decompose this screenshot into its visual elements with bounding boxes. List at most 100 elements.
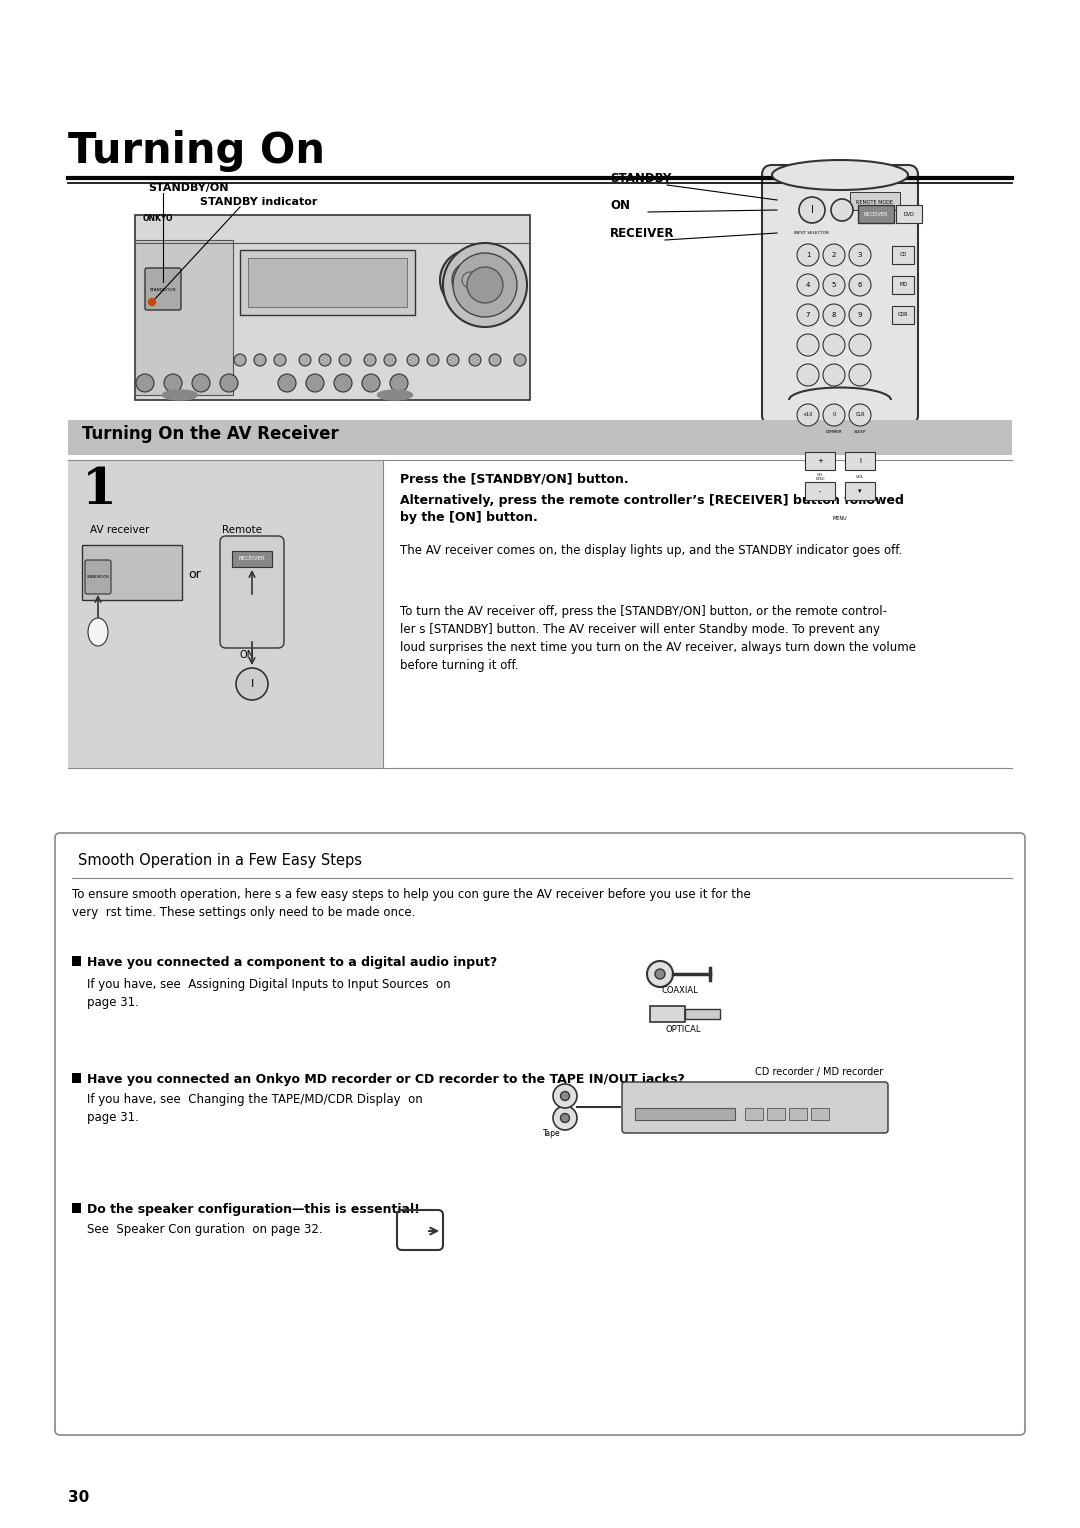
Bar [68, 420, 1012, 455]
Bar [892, 306, 914, 324]
Bar [858, 205, 894, 223]
Text: OPTICAL: OPTICAL [665, 1025, 701, 1034]
Text: I: I [811, 205, 813, 215]
Text: 4: 4 [806, 283, 810, 287]
Text: STANDBY/ON: STANDBY/ON [86, 575, 109, 579]
Circle shape [149, 298, 156, 306]
Bar [745, 1108, 762, 1120]
Text: To ensure smooth operation, here s a few easy steps to help you con gure the AV : To ensure smooth operation, here s a few… [72, 888, 751, 918]
Circle shape [164, 374, 183, 393]
Circle shape [849, 364, 870, 387]
Circle shape [462, 272, 478, 287]
Circle shape [797, 364, 819, 387]
Circle shape [797, 274, 819, 296]
Bar [845, 452, 875, 471]
Circle shape [823, 335, 845, 356]
Circle shape [440, 251, 500, 310]
Text: MENU: MENU [833, 516, 848, 521]
Text: 6: 6 [858, 283, 862, 287]
Bar [845, 481, 875, 500]
Text: ON: ON [610, 199, 630, 212]
Bar [248, 258, 407, 307]
Text: or: or [188, 568, 201, 581]
Text: 3: 3 [858, 252, 862, 258]
Bar [68, 460, 383, 769]
Circle shape [339, 354, 351, 367]
Text: STANDBY/ON: STANDBY/ON [148, 183, 229, 193]
Circle shape [390, 374, 408, 393]
Text: i: i [859, 458, 861, 465]
Text: +: + [818, 458, 823, 465]
FancyBboxPatch shape [220, 536, 284, 648]
Text: 30: 30 [68, 1490, 90, 1505]
Circle shape [220, 374, 238, 393]
Text: INPUT SELECTOR: INPUT SELECTOR [795, 231, 829, 235]
Text: If you have, see  Assigning Digital Inputs to Input Sources  on
page 31.: If you have, see Assigning Digital Input… [87, 978, 450, 1008]
Circle shape [237, 668, 268, 700]
Text: Tape: Tape [543, 1129, 561, 1138]
Circle shape [427, 354, 438, 367]
Text: DIMMER: DIMMER [825, 429, 842, 434]
Circle shape [254, 354, 266, 367]
Text: RECEIVER: RECEIVER [610, 228, 675, 240]
Ellipse shape [378, 390, 413, 400]
Ellipse shape [87, 617, 108, 646]
Circle shape [849, 274, 870, 296]
Circle shape [489, 354, 501, 367]
Circle shape [407, 354, 419, 367]
Text: Turning On the AV Receiver: Turning On the AV Receiver [82, 425, 339, 443]
Circle shape [823, 364, 845, 387]
Circle shape [364, 354, 376, 367]
Circle shape [797, 335, 819, 356]
Ellipse shape [772, 160, 908, 189]
Circle shape [823, 244, 845, 266]
Text: MD: MD [899, 283, 907, 287]
Bar [892, 246, 914, 264]
Text: CD recorder / MD recorder: CD recorder / MD recorder [755, 1067, 883, 1077]
Circle shape [823, 304, 845, 325]
Circle shape [797, 403, 819, 426]
Text: Turning On: Turning On [68, 130, 325, 173]
Text: 8: 8 [832, 312, 836, 318]
Text: Smooth Operation in a Few Easy Steps: Smooth Operation in a Few Easy Steps [78, 853, 362, 868]
Text: To turn the AV receiver off, press the [STANDBY/ON] button, or the remote contro: To turn the AV receiver off, press the [… [400, 605, 916, 672]
Bar [789, 1108, 807, 1120]
Circle shape [849, 403, 870, 426]
Text: DVD: DVD [904, 211, 915, 217]
Circle shape [849, 304, 870, 325]
Text: Alternatively, press the remote controller’s [RECEIVER] button followed
by the [: Alternatively, press the remote controll… [400, 494, 904, 524]
Bar [650, 1005, 685, 1022]
Text: STANDBY indicator: STANDBY indicator [200, 197, 318, 206]
Circle shape [831, 199, 853, 222]
Bar [685, 1008, 720, 1019]
Text: SLEEP: SLEEP [853, 429, 866, 434]
FancyBboxPatch shape [622, 1082, 888, 1132]
Bar [232, 552, 272, 567]
Circle shape [654, 969, 665, 979]
Bar [892, 277, 914, 293]
Circle shape [553, 1106, 577, 1131]
Text: COAXIAL: COAXIAL [662, 986, 699, 995]
Circle shape [799, 197, 825, 223]
Bar [850, 193, 900, 209]
Bar [82, 545, 183, 601]
Circle shape [334, 374, 352, 393]
Text: +10: +10 [802, 413, 813, 417]
Text: ON: ON [240, 649, 255, 660]
Text: -: - [819, 487, 821, 494]
Circle shape [274, 354, 286, 367]
Text: CD: CD [900, 252, 906, 258]
Text: Remote
controller: Remote controller [222, 526, 272, 547]
FancyBboxPatch shape [55, 833, 1025, 1435]
Circle shape [136, 374, 154, 393]
Circle shape [469, 354, 481, 367]
Circle shape [443, 243, 527, 327]
Text: See  Speaker Con guration  on page 32.: See Speaker Con guration on page 32. [87, 1222, 323, 1236]
Text: 0: 0 [833, 413, 836, 417]
Circle shape [823, 403, 845, 426]
Circle shape [797, 304, 819, 325]
Bar [805, 452, 835, 471]
Text: 2: 2 [832, 252, 836, 258]
Circle shape [362, 374, 380, 393]
Ellipse shape [162, 390, 198, 400]
